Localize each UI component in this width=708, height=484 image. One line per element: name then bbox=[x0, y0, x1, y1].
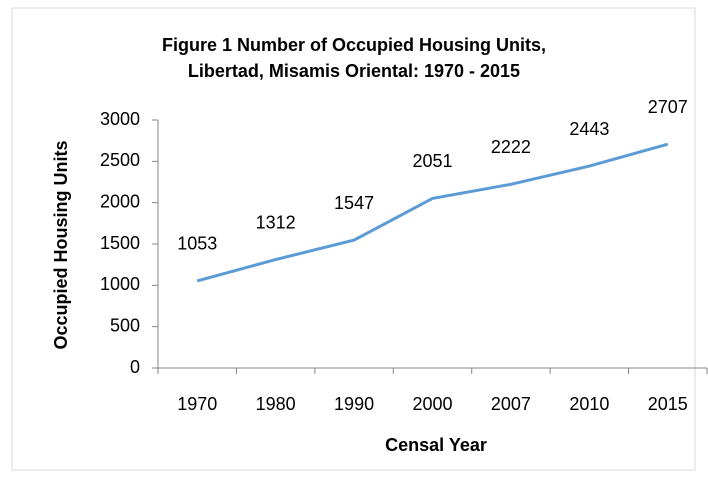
data-label: 2222 bbox=[491, 137, 531, 157]
y-tick-label: 0 bbox=[130, 357, 140, 377]
x-tick-label: 1970 bbox=[177, 394, 217, 414]
y-tick-label: 1000 bbox=[100, 274, 140, 294]
x-tick-label: 2015 bbox=[648, 394, 688, 414]
x-tick-label: 2000 bbox=[412, 394, 452, 414]
data-label: 2707 bbox=[648, 97, 688, 117]
y-axis-title: Occupied Housing Units bbox=[51, 140, 71, 349]
y-tick-label: 1500 bbox=[100, 233, 140, 253]
data-label: 2443 bbox=[569, 119, 609, 139]
chart-title: Figure 1 Number of Occupied Housing Unit… bbox=[162, 35, 546, 55]
y-tick-label: 2000 bbox=[100, 191, 140, 211]
x-axis-title: Censal Year bbox=[385, 435, 487, 455]
y-tick-label: 2500 bbox=[100, 150, 140, 170]
chart-title: Libertad, Misamis Oriental: 1970 - 2015 bbox=[188, 61, 520, 81]
x-tick-label: 1980 bbox=[256, 394, 296, 414]
x-tick-label: 2007 bbox=[491, 394, 531, 414]
x-tick-label: 1990 bbox=[334, 394, 374, 414]
data-label: 1053 bbox=[177, 234, 217, 254]
x-tick-label: 2010 bbox=[569, 394, 609, 414]
data-label: 2051 bbox=[412, 151, 452, 171]
data-line bbox=[196, 142, 669, 283]
data-label: 1547 bbox=[334, 193, 374, 213]
data-label: 1312 bbox=[256, 212, 296, 232]
y-tick-label: 3000 bbox=[100, 109, 140, 129]
y-tick-label: 500 bbox=[110, 315, 140, 335]
